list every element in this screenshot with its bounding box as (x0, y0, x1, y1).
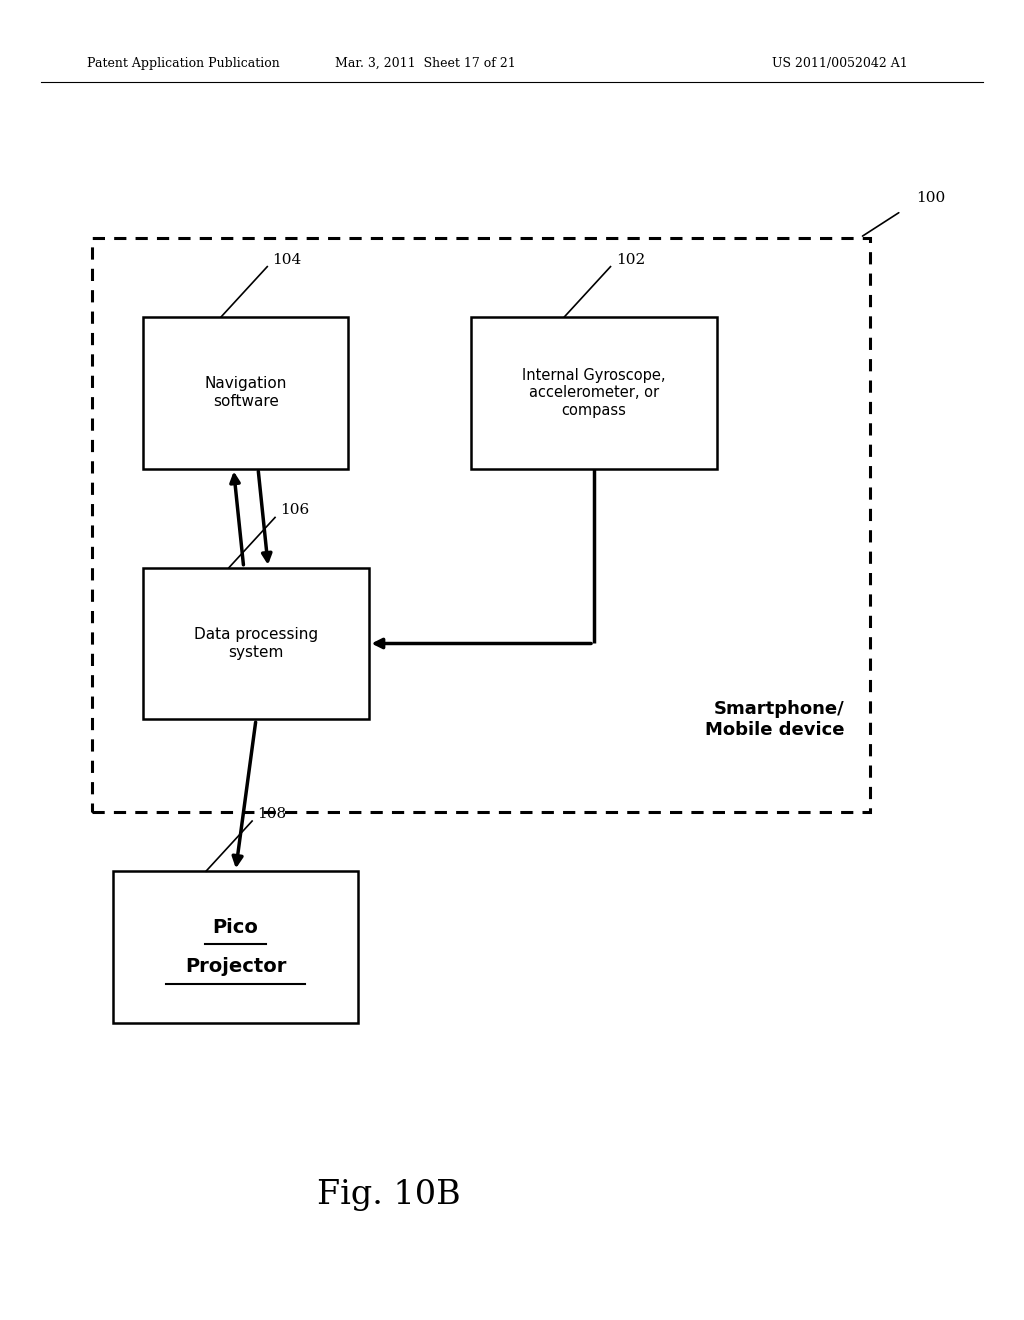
Bar (143, 317, 348, 469)
Text: Pico: Pico (213, 917, 258, 937)
Text: Patent Application Publication: Patent Application Publication (87, 57, 280, 70)
Text: Navigation
software: Navigation software (205, 376, 287, 409)
Bar (143, 568, 369, 719)
Text: Mar. 3, 2011  Sheet 17 of 21: Mar. 3, 2011 Sheet 17 of 21 (335, 57, 515, 70)
Text: US 2011/0052042 A1: US 2011/0052042 A1 (772, 57, 907, 70)
Text: Internal Gyroscope,
accelerometer, or
compass: Internal Gyroscope, accelerometer, or co… (522, 368, 666, 417)
Bar (92, 238, 870, 812)
Text: 100: 100 (916, 190, 946, 205)
Text: Data processing
system: Data processing system (194, 627, 318, 660)
Text: Fig. 10B: Fig. 10B (317, 1179, 461, 1210)
Text: 104: 104 (272, 252, 302, 267)
Bar (471, 317, 717, 469)
Bar (113, 871, 358, 1023)
Text: 102: 102 (615, 252, 645, 267)
Text: Projector: Projector (185, 957, 286, 977)
Text: 108: 108 (257, 807, 287, 821)
Text: 106: 106 (281, 503, 309, 517)
Text: Smartphone/
Mobile device: Smartphone/ Mobile device (706, 701, 845, 739)
